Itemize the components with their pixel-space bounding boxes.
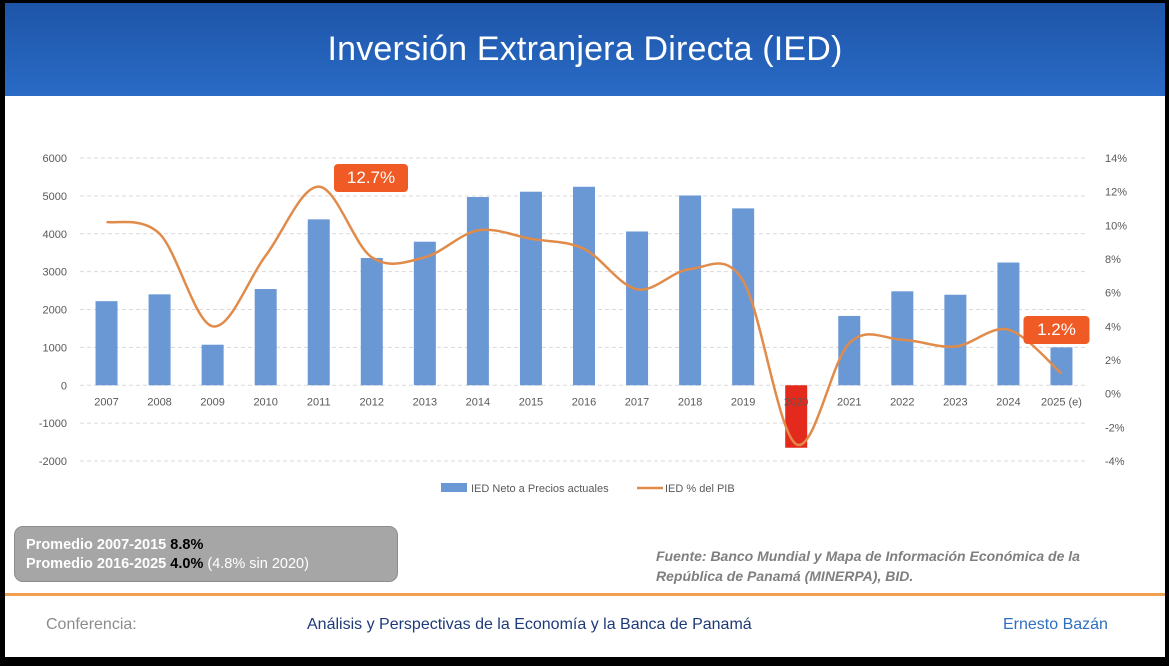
category-label: 2008 bbox=[147, 396, 171, 408]
bar bbox=[679, 195, 702, 386]
source-note: Fuente: Banco Mundial y Mapa de Informac… bbox=[656, 546, 1146, 586]
bar bbox=[413, 241, 436, 386]
category-label: 2016 bbox=[572, 396, 596, 408]
source-line-1: Fuente: Banco Mundial y Mapa de Informac… bbox=[656, 548, 1080, 564]
footer-label: Conferencia: bbox=[46, 616, 137, 633]
left-axis-tick: 2000 bbox=[43, 305, 67, 317]
right-axis-tick: 12% bbox=[1105, 187, 1127, 199]
left-axis-tick: 6000 bbox=[43, 153, 67, 165]
category-label: 2007 bbox=[94, 396, 118, 408]
footer: Conferencia: Análisis y Perspectivas de … bbox=[5, 596, 1165, 657]
bar bbox=[732, 208, 755, 386]
category-label: 2021 bbox=[837, 396, 861, 408]
bar bbox=[626, 231, 649, 386]
category-label: 2014 bbox=[466, 396, 490, 408]
averages-box: Promedio 2007-2015 8.8% Promedio 2016-20… bbox=[14, 526, 398, 582]
legend-swatch-bar bbox=[441, 483, 467, 492]
right-axis-tick: 6% bbox=[1105, 288, 1121, 300]
bar bbox=[573, 186, 595, 386]
bar bbox=[838, 315, 861, 386]
category-label: 2018 bbox=[678, 396, 702, 408]
category-label: 2020 bbox=[784, 396, 808, 408]
annotation-callout bbox=[334, 164, 408, 192]
category-label: 2022 bbox=[890, 396, 914, 408]
average-label-1: Promedio 2007-2015 bbox=[26, 537, 167, 553]
bar bbox=[148, 294, 171, 386]
bar bbox=[254, 289, 277, 386]
slide: Inversión Extranjera Directa (IED) 6000 5… bbox=[5, 3, 1165, 657]
category-label: 2010 bbox=[253, 396, 277, 408]
category-label: 2023 bbox=[943, 396, 967, 408]
category-label: 2009 bbox=[200, 396, 224, 408]
legend-label: IED Neto a Precios actuales bbox=[471, 483, 609, 495]
line-series-ied-pib bbox=[106, 185, 1063, 446]
left-axis-tick: -2000 bbox=[39, 456, 67, 468]
average-value-1: 8.8% bbox=[170, 537, 204, 553]
legend-label: IED % del PIB bbox=[665, 483, 735, 495]
right-axis-tick: 4% bbox=[1105, 321, 1121, 333]
category-label: 2024 bbox=[996, 396, 1020, 408]
category-label: 2017 bbox=[625, 396, 649, 408]
average-value-2: 4.0% bbox=[170, 556, 204, 572]
average-row-1: Promedio 2007-2015 8.8% bbox=[26, 536, 397, 555]
ied-chart: 6000 5000 4000 3000 2000 1000 0 -1000 -2000 14% 12… bbox=[39, 153, 1127, 495]
left-axis-tick: -1000 bbox=[39, 418, 67, 430]
bar bbox=[997, 262, 1020, 386]
category-label: 2019 bbox=[731, 396, 755, 408]
category-label: 2012 bbox=[360, 396, 384, 408]
right-axis-tick: 8% bbox=[1105, 254, 1121, 266]
bar bbox=[891, 291, 914, 386]
bar bbox=[785, 385, 808, 448]
average-label-2: Promedio 2016-2025 bbox=[26, 556, 167, 572]
average-row-2: Promedio 2016-2025 4.0% (4.8% sin 2020) bbox=[26, 555, 397, 574]
right-axis-tick: -2% bbox=[1105, 422, 1125, 434]
right-axis-tick: 10% bbox=[1105, 220, 1127, 232]
page-title: Inversión Extranjera Directa (IED) bbox=[327, 30, 843, 68]
right-axis-tick: 2% bbox=[1105, 355, 1121, 367]
left-axis-tick: 0 bbox=[61, 380, 67, 392]
footer-author: Ernesto Bazán bbox=[1003, 616, 1108, 633]
header-banner: Inversión Extranjera Directa (IED) bbox=[5, 3, 1165, 96]
average-extra-2: (4.8% sin 2020) bbox=[207, 556, 309, 572]
right-axis-tick: 0% bbox=[1105, 389, 1121, 401]
bar bbox=[519, 191, 542, 386]
bar bbox=[360, 257, 383, 386]
bar bbox=[1050, 347, 1073, 386]
footer-divider bbox=[5, 593, 1165, 596]
footer-conference-title: Análisis y Perspectivas de la Economía y… bbox=[307, 616, 752, 633]
left-axis-tick: 5000 bbox=[43, 191, 67, 203]
annotation-label: 1.2% bbox=[1037, 320, 1076, 339]
right-axis-tick: 14% bbox=[1105, 153, 1127, 165]
source-line-2: República de Panamá (MINERPA), BID. bbox=[656, 568, 914, 584]
left-axis-tick: 4000 bbox=[43, 229, 67, 241]
category-label: 2015 bbox=[519, 396, 543, 408]
bar bbox=[307, 219, 330, 386]
bar bbox=[201, 344, 224, 386]
left-axis-tick: 1000 bbox=[43, 342, 67, 354]
category-label: 2011 bbox=[307, 396, 331, 408]
left-axis-tick: 3000 bbox=[43, 267, 67, 279]
right-axis-tick: -4% bbox=[1105, 456, 1125, 468]
bar bbox=[95, 301, 118, 386]
bar bbox=[944, 294, 967, 386]
annotation-label: 12.7% bbox=[347, 168, 395, 187]
category-label: 2013 bbox=[413, 396, 437, 408]
bar bbox=[466, 197, 489, 386]
annotation-callout bbox=[1023, 316, 1090, 344]
category-label: 2025 (e) bbox=[1041, 396, 1082, 408]
